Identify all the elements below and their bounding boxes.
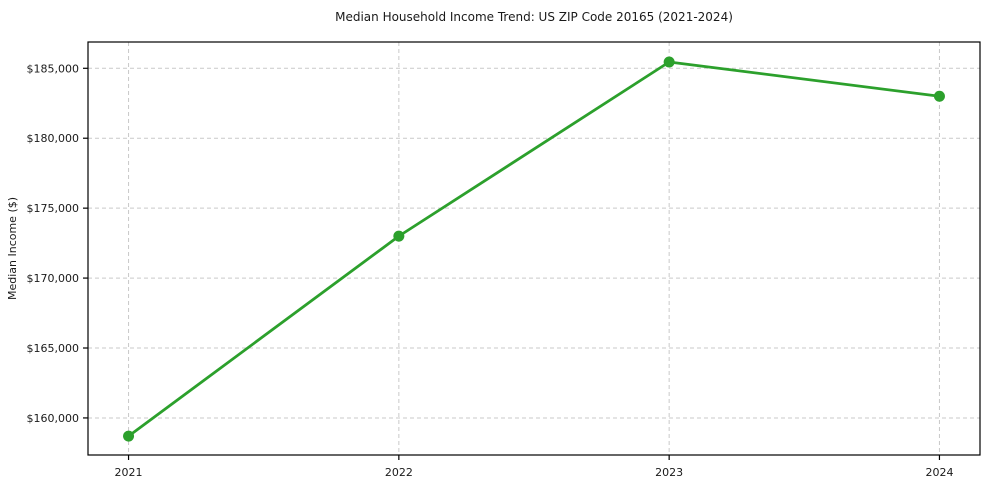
y-tick-label: $170,000 <box>27 272 80 285</box>
trend-line <box>127 60 941 438</box>
data-point-2024 <box>933 90 945 102</box>
line-series-layer <box>123 56 945 442</box>
x-tick-label: 2022 <box>385 466 413 479</box>
x-tick-label: 2021 <box>115 466 143 479</box>
x-tick-label: 2023 <box>655 466 683 479</box>
data-point-2021 <box>123 430 135 442</box>
y-axis-label: Median Income ($) <box>6 197 19 300</box>
data-point-2022 <box>393 230 405 242</box>
y-tick-label: $160,000 <box>27 412 80 425</box>
grid-layer <box>88 42 980 455</box>
y-tick-label: $180,000 <box>27 132 80 145</box>
chart-title: Median Household Income Trend: US ZIP Co… <box>335 10 733 24</box>
data-point-2023 <box>663 56 675 68</box>
x-tick-label: 2024 <box>925 466 953 479</box>
plot-border <box>87 41 981 456</box>
y-tick-label: $185,000 <box>27 62 80 75</box>
y-tick-label: $175,000 <box>27 202 80 215</box>
axis-layer: $160,000 $165,000 $170,000 $175,000 $180,000… <box>27 41 981 479</box>
y-tick-label: $165,000 <box>27 342 80 355</box>
